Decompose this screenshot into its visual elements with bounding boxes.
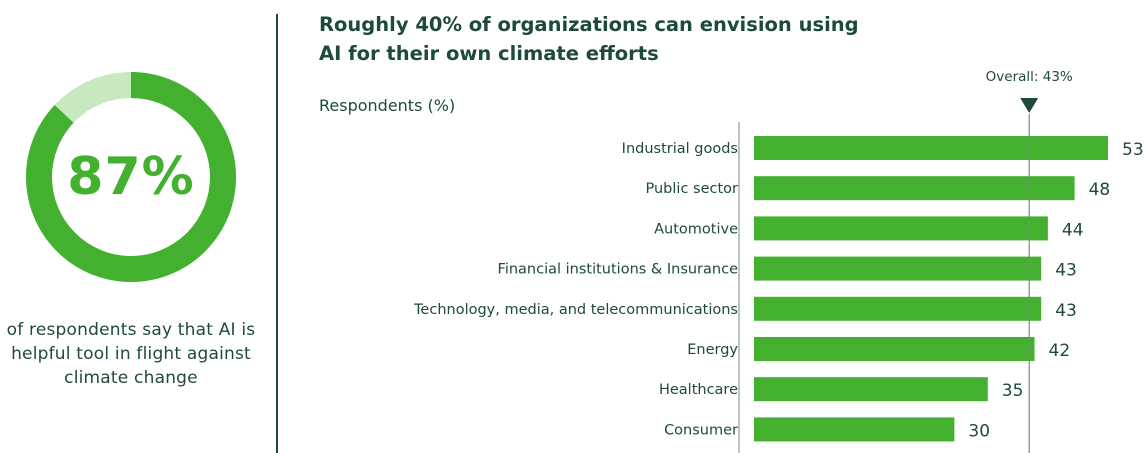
divider-line	[276, 14, 278, 453]
category-label: Consumer	[664, 422, 738, 438]
data-label: 43	[1055, 301, 1077, 321]
bar	[754, 296, 1042, 321]
donut-ring	[26, 72, 236, 282]
category-label: Industrial goods	[622, 141, 738, 157]
category-label: Financial institutions & Insurance	[498, 262, 739, 278]
bar	[754, 136, 1108, 160]
category-label: Automotive	[654, 221, 738, 237]
data-label: 43	[1055, 261, 1077, 281]
data-label: 48	[1089, 180, 1111, 200]
category-label: Healthcare	[659, 382, 738, 398]
stat-caption: of respondents say that AI is helpful to…	[6, 320, 256, 388]
data-label: 30	[968, 421, 990, 441]
y-axis-label: Respondents (%)	[319, 96, 456, 115]
data-label: 53	[1122, 140, 1144, 160]
reference-marker	[1020, 98, 1039, 113]
stat-donut: 87%	[24, 70, 238, 284]
bar	[754, 417, 955, 442]
data-label: 42	[1049, 341, 1071, 361]
bar	[754, 216, 1048, 241]
category-label: Energy	[687, 342, 738, 358]
donut-fill	[26, 72, 236, 282]
data-label: 44	[1062, 220, 1084, 240]
reference-label: Overall: 43%	[986, 69, 1073, 85]
bar	[754, 377, 988, 402]
bar	[754, 256, 1042, 281]
chart-title: Roughly 40% of organizations can envisio…	[319, 13, 859, 65]
category-label: Technology, media, and telecommunication…	[413, 302, 738, 318]
bar	[754, 337, 1035, 361]
category-label: Public sector	[646, 181, 739, 197]
data-label: 35	[1002, 381, 1024, 401]
bar	[754, 176, 1075, 201]
stat-value: 87%	[67, 147, 195, 207]
